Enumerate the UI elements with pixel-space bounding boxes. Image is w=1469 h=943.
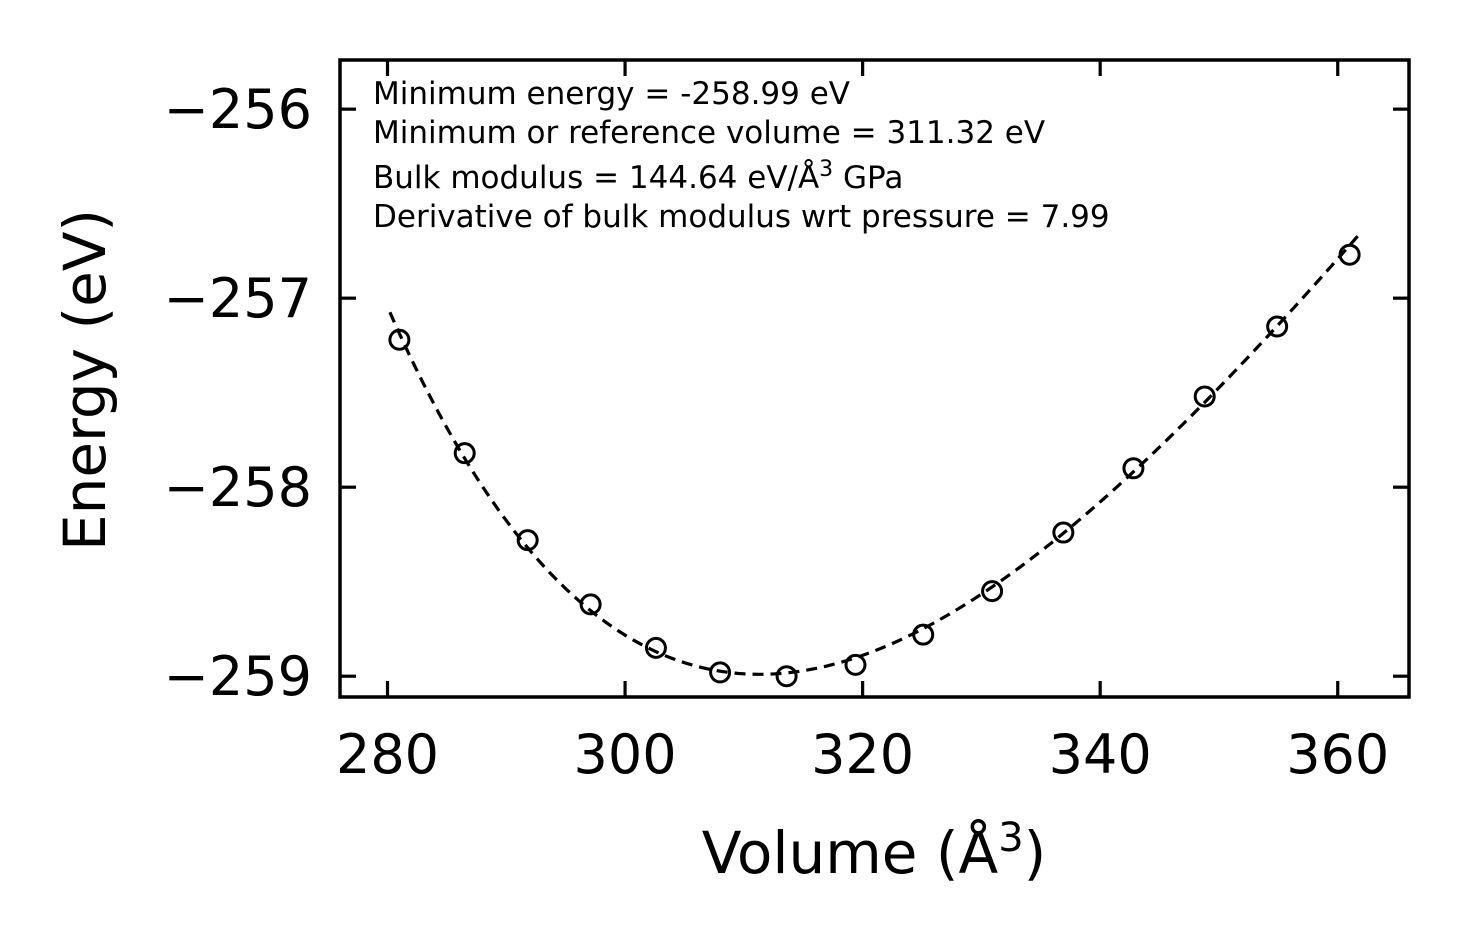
x-axis-title-prefix: Volume (Å <box>702 818 999 887</box>
x-tick-label-340: 340 <box>1049 723 1152 786</box>
y-axis-ticks: −256 −257 −258 −259 <box>164 78 1409 708</box>
annotation-min-energy: Minimum energy = -258.99 eV <box>373 76 850 112</box>
data-point-7 <box>844 653 867 676</box>
x-axis-title: Volume (Å3) <box>702 815 1047 887</box>
annotation-ref-volume: Minimum or reference volume = 311.32 eV <box>373 115 1045 151</box>
x-axis-ticks: 280 300 320 340 360 <box>336 60 1389 786</box>
data-point-12 <box>1193 385 1216 408</box>
x-tick-label-360: 360 <box>1286 723 1389 786</box>
data-point-8 <box>912 623 935 646</box>
x-axis-title-sup: 3 <box>998 815 1023 861</box>
annotation-bulk-derivative: Derivative of bulk modulus wrt pressure … <box>373 199 1110 235</box>
plot-frame <box>338 58 1411 699</box>
x-tick-label-320: 320 <box>811 723 914 786</box>
data-point-5 <box>709 661 732 684</box>
bulk-modulus-suffix: GPa <box>833 160 903 196</box>
y-tick-label-neg259: −259 <box>164 645 312 708</box>
data-point-14 <box>1338 243 1361 266</box>
data-points <box>388 243 1361 688</box>
data-point-4 <box>644 636 667 659</box>
x-axis-title-suffix: ) <box>1024 819 1047 887</box>
annotation-bulk-modulus: Bulk modulus = 144.64 eV/Å3 GPa <box>373 157 903 196</box>
data-point-6 <box>775 665 798 688</box>
data-point-11 <box>1122 457 1145 480</box>
data-point-1 <box>453 442 476 465</box>
y-axis-title: Energy (eV) <box>51 209 119 551</box>
data-point-3 <box>579 593 602 616</box>
data-point-2 <box>516 529 539 552</box>
data-point-0 <box>388 328 411 351</box>
y-tick-label-neg258: −258 <box>164 456 312 519</box>
data-point-13 <box>1266 315 1289 338</box>
annotation-box: Minimum energy = -258.99 eV Minimum or r… <box>373 76 1110 235</box>
y-tick-label-neg256: −256 <box>164 78 312 141</box>
bulk-modulus-sup: 3 <box>819 157 833 182</box>
y-tick-label-neg257: −257 <box>164 267 312 330</box>
fit-curve <box>388 230 1363 676</box>
x-tick-label-300: 300 <box>574 723 677 786</box>
data-point-9 <box>981 580 1004 603</box>
data-point-10 <box>1052 521 1075 544</box>
bulk-modulus-text: Bulk modulus = 144.64 eV/Å <box>373 160 819 196</box>
x-tick-label-280: 280 <box>336 723 439 786</box>
